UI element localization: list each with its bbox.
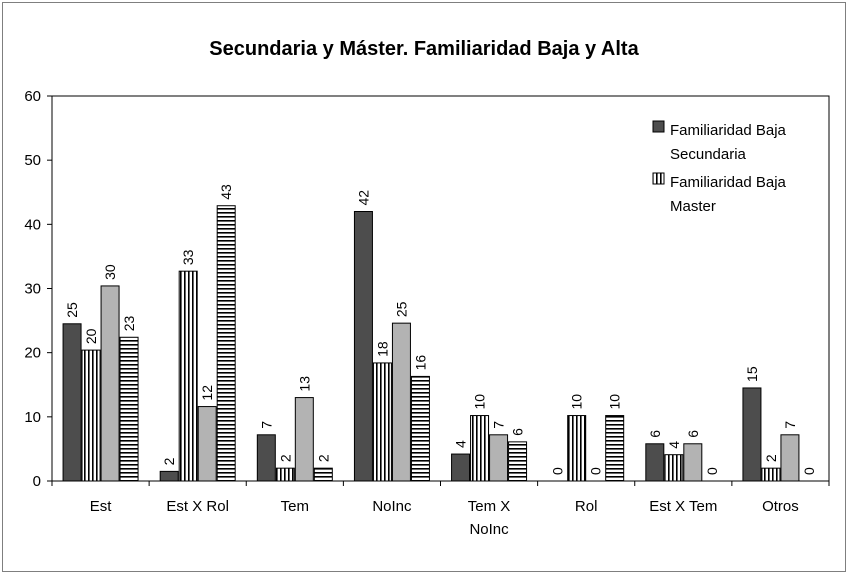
data-label: 12 — [199, 385, 215, 401]
data-label: 0 — [550, 467, 566, 475]
bar — [664, 454, 684, 482]
bar — [742, 387, 762, 482]
data-label: 6 — [685, 430, 701, 438]
data-label: 10 — [607, 394, 623, 410]
data-label: 18 — [374, 341, 390, 357]
data-label: 2 — [277, 454, 293, 462]
y-tick-label: 0 — [33, 473, 41, 490]
data-label: 0 — [588, 467, 604, 475]
y-tick-label: 50 — [24, 152, 41, 169]
bar — [489, 434, 509, 482]
data-label: 42 — [355, 190, 371, 206]
data-label: 15 — [744, 366, 760, 382]
bar — [81, 349, 101, 482]
bar — [410, 375, 430, 482]
bar — [645, 443, 665, 482]
data-label: 6 — [510, 428, 526, 436]
bar — [119, 336, 139, 482]
legend-label: Master — [670, 198, 716, 215]
x-category-label: NoInc — [469, 521, 509, 538]
data-label: 4 — [666, 441, 682, 449]
bar — [567, 415, 587, 482]
bar — [780, 434, 800, 482]
x-category-label: Est X Tem — [649, 498, 717, 515]
data-label: 4 — [453, 440, 469, 448]
bar — [294, 397, 314, 482]
bar — [470, 415, 490, 482]
legend-swatch — [652, 120, 665, 133]
data-label: 6 — [647, 430, 663, 438]
x-category-label: Otros — [762, 498, 799, 515]
data-label: 2 — [763, 454, 779, 462]
data-label: 30 — [102, 264, 118, 280]
y-tick-label: 20 — [24, 345, 41, 362]
data-label: 10 — [472, 394, 488, 410]
data-label: 7 — [258, 421, 274, 429]
x-category-label: Tem X — [468, 498, 511, 515]
data-label: 2 — [315, 454, 331, 462]
bar — [451, 453, 471, 482]
bar — [313, 467, 333, 482]
bar — [605, 415, 625, 482]
data-label: 23 — [121, 315, 137, 331]
x-category-label: Est — [90, 498, 113, 515]
data-label: 20 — [83, 328, 99, 344]
x-category-label: Est X Rol — [166, 498, 229, 515]
legend-swatch — [652, 172, 665, 185]
data-label: 33 — [180, 249, 196, 265]
bar — [683, 443, 703, 482]
bar — [216, 205, 236, 482]
chart-title: Secundaria y Máster. Familiaridad Baja y… — [209, 38, 639, 60]
data-label: 25 — [64, 302, 80, 318]
x-category-label: NoInc — [372, 498, 412, 515]
bar — [275, 467, 295, 482]
x-category-label: Rol — [575, 498, 598, 515]
x-category-label: Tem — [281, 498, 309, 515]
bar — [391, 322, 411, 482]
data-label: 13 — [296, 376, 312, 392]
legend: Familiaridad Baja Secundaria Familiaridad … — [652, 120, 787, 215]
bar — [353, 211, 373, 482]
legend-label: Familiaridad Baja — [670, 174, 787, 191]
data-label: 43 — [218, 184, 234, 200]
data-label: 2 — [161, 457, 177, 465]
bar — [62, 323, 82, 482]
bar — [256, 434, 276, 482]
legend-label: Secundaria — [670, 146, 747, 163]
y-tick-label: 60 — [24, 88, 41, 105]
data-label: 0 — [801, 467, 817, 475]
y-tick-label: 30 — [24, 281, 41, 298]
y-tick-label: 40 — [24, 216, 41, 233]
data-label: 7 — [782, 421, 798, 429]
data-label: 25 — [393, 301, 409, 317]
data-label: 16 — [412, 355, 428, 371]
bar — [372, 362, 392, 482]
legend-label: Familiaridad Baja — [670, 122, 787, 139]
bar — [197, 406, 217, 482]
data-label: 0 — [704, 467, 720, 475]
data-label: 7 — [491, 421, 507, 429]
bar — [159, 470, 179, 482]
bar — [100, 285, 120, 482]
bar — [178, 270, 198, 482]
bar — [508, 441, 528, 482]
bar — [761, 467, 781, 482]
y-tick-label: 10 — [24, 409, 41, 426]
data-label: 10 — [569, 394, 585, 410]
